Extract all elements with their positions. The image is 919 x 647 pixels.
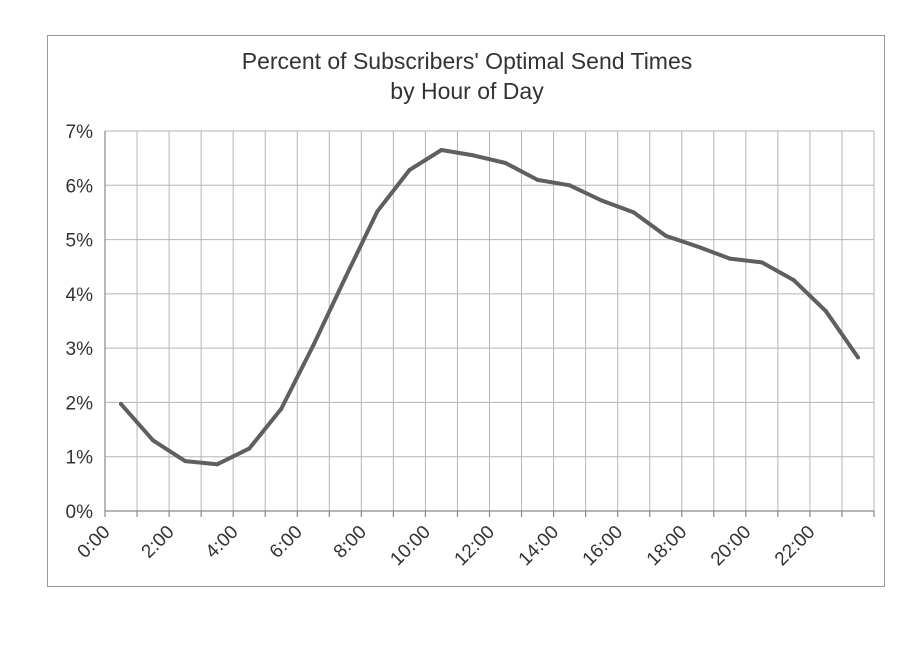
grid bbox=[105, 130, 875, 511]
series-layer bbox=[119, 148, 860, 467]
data-point bbox=[343, 275, 348, 280]
x-tick-label: 18:00 bbox=[643, 522, 691, 570]
data-point bbox=[119, 402, 124, 407]
x-tick-label: 10:00 bbox=[386, 522, 434, 570]
data-point bbox=[631, 210, 636, 215]
chart-title-line-2: by Hour of Day bbox=[390, 78, 544, 104]
chart-title-line-1: Percent of Subscribers' Optimal Send Tim… bbox=[242, 48, 693, 74]
y-tick-label: 6% bbox=[66, 176, 94, 197]
data-point bbox=[503, 161, 508, 166]
x-tick-label: 4:00 bbox=[202, 522, 243, 563]
data-point bbox=[183, 459, 188, 464]
data-point bbox=[567, 183, 572, 188]
data-point bbox=[695, 244, 700, 249]
x-tick-label: 22:00 bbox=[771, 522, 819, 570]
axes bbox=[104, 131, 875, 517]
x-tick-label: 14:00 bbox=[515, 522, 563, 570]
x-axis-tick-labels: 0:00 2:00 4:00 6:00 8:00 10:00 12:00 14:00 16:00… bbox=[74, 522, 820, 570]
y-tick-label: 2% bbox=[66, 393, 94, 414]
data-point bbox=[375, 209, 380, 214]
y-tick-label: 7% bbox=[66, 122, 94, 143]
y-tick-label: 4% bbox=[66, 285, 94, 306]
data-point bbox=[599, 198, 604, 203]
data-point bbox=[151, 438, 156, 443]
x-tick-label: 12:00 bbox=[451, 522, 499, 570]
series-line bbox=[119, 148, 860, 467]
data-point bbox=[407, 168, 412, 173]
y-axis-tick-labels: 0% 1% 2% 3% 4% 5% 6% 7% bbox=[66, 122, 94, 523]
data-point bbox=[855, 355, 860, 360]
y-tick-label: 5% bbox=[66, 231, 94, 252]
data-point bbox=[663, 233, 668, 238]
data-point bbox=[215, 462, 220, 467]
x-tick-label: 8:00 bbox=[330, 522, 371, 563]
data-point bbox=[247, 446, 252, 451]
x-tick-label: 20:00 bbox=[707, 522, 755, 570]
chart-frame: Percent of Subscribers' Optimal Send Tim… bbox=[47, 35, 885, 587]
data-point bbox=[439, 148, 444, 152]
data-point bbox=[823, 309, 828, 314]
y-tick-label: 0% bbox=[66, 502, 94, 523]
data-point bbox=[535, 177, 540, 182]
x-tick-label: 0:00 bbox=[74, 522, 115, 563]
data-point bbox=[791, 278, 796, 283]
x-tick-label: 16:00 bbox=[579, 522, 627, 570]
data-point bbox=[727, 256, 732, 261]
x-tick-label: 6:00 bbox=[266, 522, 307, 563]
line-chart: Percent of Subscribers' Optimal Send Tim… bbox=[66, 48, 875, 570]
y-tick-label: 3% bbox=[66, 339, 94, 360]
data-point bbox=[759, 260, 764, 265]
x-tick-label: 2:00 bbox=[138, 522, 179, 563]
y-tick-label: 1% bbox=[66, 448, 94, 469]
data-point bbox=[471, 153, 476, 158]
data-point bbox=[279, 406, 284, 411]
data-point bbox=[311, 343, 316, 348]
